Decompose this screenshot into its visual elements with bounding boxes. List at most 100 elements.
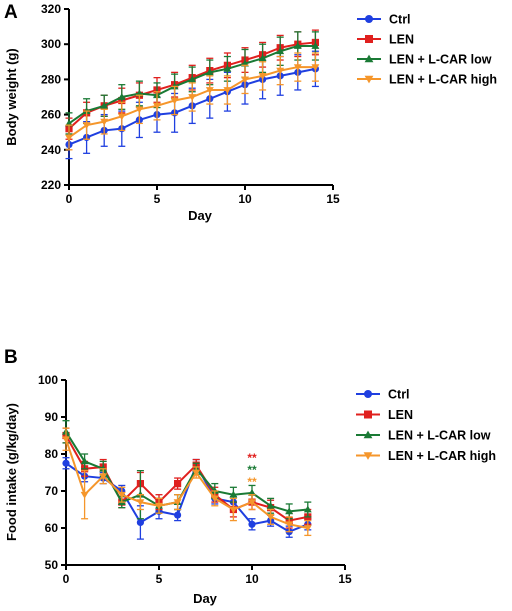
y-tick-label: 50 — [45, 558, 59, 572]
legend-marker — [364, 54, 374, 63]
data-point — [266, 514, 275, 521]
y-tick-label: 100 — [38, 373, 58, 387]
series-len-l-car-high — [62, 427, 312, 537]
significance-annotation: ** — [247, 475, 257, 489]
data-point — [258, 73, 267, 80]
data-point — [311, 42, 320, 49]
y-axis-label-b: Food intake (g/kg/day) — [4, 403, 19, 541]
data-point — [155, 502, 163, 510]
data-point — [293, 64, 302, 72]
legend-marker — [364, 410, 372, 419]
legend-marker — [363, 452, 373, 460]
data-point — [223, 87, 232, 94]
data-point — [229, 490, 238, 498]
legend-marker — [365, 35, 373, 43]
data-point — [136, 518, 144, 527]
legend-item: LEN — [357, 33, 414, 47]
data-point — [117, 491, 126, 499]
data-point — [276, 67, 285, 75]
legend-item: Ctrl — [356, 388, 410, 402]
legend-label: LEN + L-CAR low — [389, 53, 492, 67]
significance-annotation: ** — [247, 463, 257, 477]
data-point — [285, 507, 294, 515]
legend-label: LEN + L-CAR high — [388, 449, 496, 463]
data-point — [170, 97, 179, 105]
legend-label: Ctrl — [389, 13, 411, 27]
y-axis-label-a: Body weight (g) — [4, 48, 19, 146]
data-point — [117, 93, 126, 100]
data-point — [174, 480, 182, 488]
series-len-l-car-high — [65, 52, 320, 151]
data-point — [80, 457, 89, 465]
x-tick-label: 10 — [238, 192, 252, 206]
legend-marker — [364, 390, 372, 398]
y-tick-label: 300 — [41, 37, 61, 51]
y-tick-label: 320 — [41, 2, 61, 16]
y-tick-label: 80 — [45, 447, 59, 461]
data-point — [65, 134, 73, 142]
legend-label: Ctrl — [388, 388, 410, 402]
data-point — [192, 469, 201, 477]
legend-item: LEN + L-CAR high — [357, 73, 497, 87]
data-point — [188, 94, 197, 101]
legend-item: LEN + L-CAR high — [356, 449, 496, 463]
data-point — [266, 501, 275, 509]
data-point — [241, 76, 249, 84]
data-point — [223, 64, 232, 72]
data-point — [276, 47, 285, 55]
x-axis-label-a: Day — [188, 208, 213, 223]
legend-label: LEN + L-CAR high — [389, 73, 497, 87]
data-point — [174, 511, 182, 519]
significance-annotation: ** — [247, 451, 257, 465]
x-tick-label: 0 — [66, 192, 73, 206]
data-point — [285, 521, 294, 529]
data-point — [293, 42, 302, 49]
legend-label: LEN + L-CAR low — [388, 429, 491, 443]
y-tick-label: 280 — [41, 72, 61, 86]
x-tick-label: 0 — [63, 572, 70, 586]
data-point — [248, 488, 256, 496]
legend-item: LEN — [356, 408, 413, 422]
data-point — [62, 436, 70, 444]
data-point — [258, 54, 267, 62]
legend-marker — [364, 75, 374, 84]
legend-a: Ctrl LEN LEN + L-CAR low LEN + L-CAR high — [357, 13, 497, 87]
series-len-l-car-low — [62, 420, 312, 520]
legend-marker — [363, 430, 373, 439]
data-point — [303, 525, 312, 532]
y-tick-label: 240 — [41, 143, 61, 157]
data-point — [117, 113, 126, 121]
data-point — [173, 499, 182, 507]
data-point — [153, 102, 161, 110]
panel-label-a: A — [4, 2, 18, 23]
data-point — [188, 75, 197, 83]
data-point — [248, 499, 256, 507]
x-tick-label: 10 — [245, 572, 259, 586]
data-point — [100, 118, 109, 126]
data-point — [303, 505, 312, 513]
x-axis-label-b: Day — [193, 591, 218, 606]
legend-b: Ctrl LEN LEN + L-CAR low LEN + L-CAR high — [356, 388, 496, 463]
data-point — [229, 506, 238, 514]
x-tick-label: 15 — [326, 192, 340, 206]
data-point — [99, 473, 108, 481]
legend-item: Ctrl — [357, 13, 411, 27]
x-tick-label: 15 — [338, 572, 352, 586]
data-point — [80, 491, 89, 499]
x-tick-label: 5 — [154, 192, 161, 206]
data-point — [82, 122, 91, 130]
data-point — [135, 106, 144, 114]
legend-item: LEN + L-CAR low — [357, 53, 492, 67]
data-point — [210, 495, 219, 503]
plot-area-a: 220 240 260 280 300 320 0 5 10 15 — [41, 2, 340, 206]
data-point — [205, 87, 214, 94]
legend-marker — [365, 15, 373, 23]
y-tick-label: 220 — [41, 178, 61, 192]
y-tick-label: 70 — [45, 484, 59, 498]
y-tick-label: 90 — [45, 410, 59, 424]
y-tick-label: 260 — [41, 108, 61, 122]
legend-label: LEN — [388, 408, 413, 422]
data-point — [100, 101, 109, 109]
